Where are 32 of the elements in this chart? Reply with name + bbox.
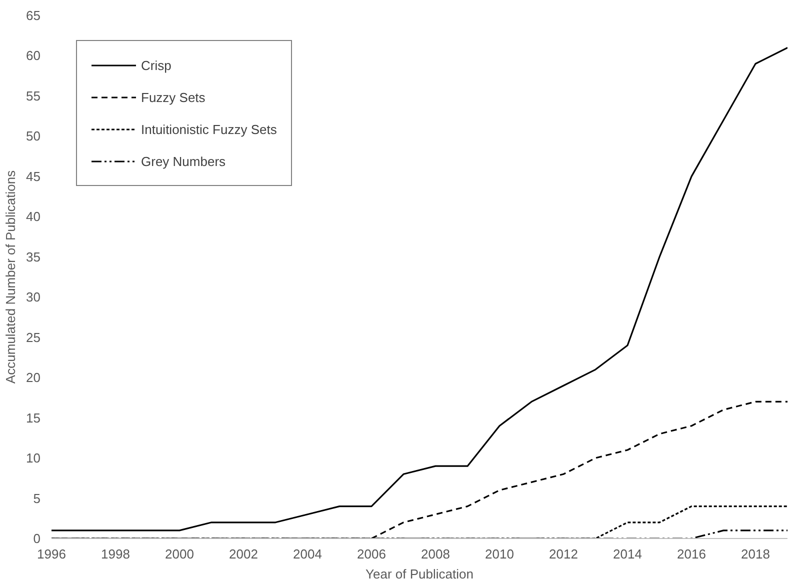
x-tick-label: 2002 <box>229 546 258 562</box>
y-tick-label: 40 <box>26 209 41 224</box>
x-tick-label: 2004 <box>293 546 322 562</box>
y-tick-label: 15 <box>26 410 41 426</box>
y-tick-label: 35 <box>26 249 41 264</box>
y-tick-label: 10 <box>26 450 41 466</box>
legend-label: Crisp <box>141 58 172 72</box>
x-tick-label: 1998 <box>101 546 130 562</box>
y-tick-label: 50 <box>26 128 41 144</box>
y-tick-label: 45 <box>26 168 41 184</box>
legend-label: Fuzzy Sets <box>141 90 206 104</box>
x-tick-label: 2012 <box>549 546 578 562</box>
x-tick-label: 2000 <box>165 546 194 562</box>
x-tick-label: 2018 <box>741 546 770 562</box>
y-tick-label: 30 <box>26 290 41 305</box>
y-tick-label: 55 <box>26 88 41 104</box>
x-tick-label: 1996 <box>37 546 66 562</box>
x-tick-label: 2006 <box>357 546 386 562</box>
y-tick-label: 60 <box>26 48 41 64</box>
y-tick-label: 0 <box>33 531 41 546</box>
x-tick-label: 2008 <box>421 546 450 562</box>
y-tick-label: 25 <box>26 330 41 345</box>
legend-label: Grey Numbers <box>141 154 226 168</box>
x-tick-label: 2016 <box>677 546 706 562</box>
legend-label: Intuitionistic Fuzzy Sets <box>141 122 277 136</box>
y-axis-title: Accumulated Number of Publications <box>3 170 18 384</box>
y-tick-label: 20 <box>26 370 41 386</box>
x-tick-label: 2010 <box>485 546 514 562</box>
y-tick-label: 5 <box>33 490 41 506</box>
x-axis-title: Year of Publication <box>366 566 474 582</box>
y-tick-label: 65 <box>26 8 41 23</box>
x-tick-label: 2014 <box>613 546 642 562</box>
